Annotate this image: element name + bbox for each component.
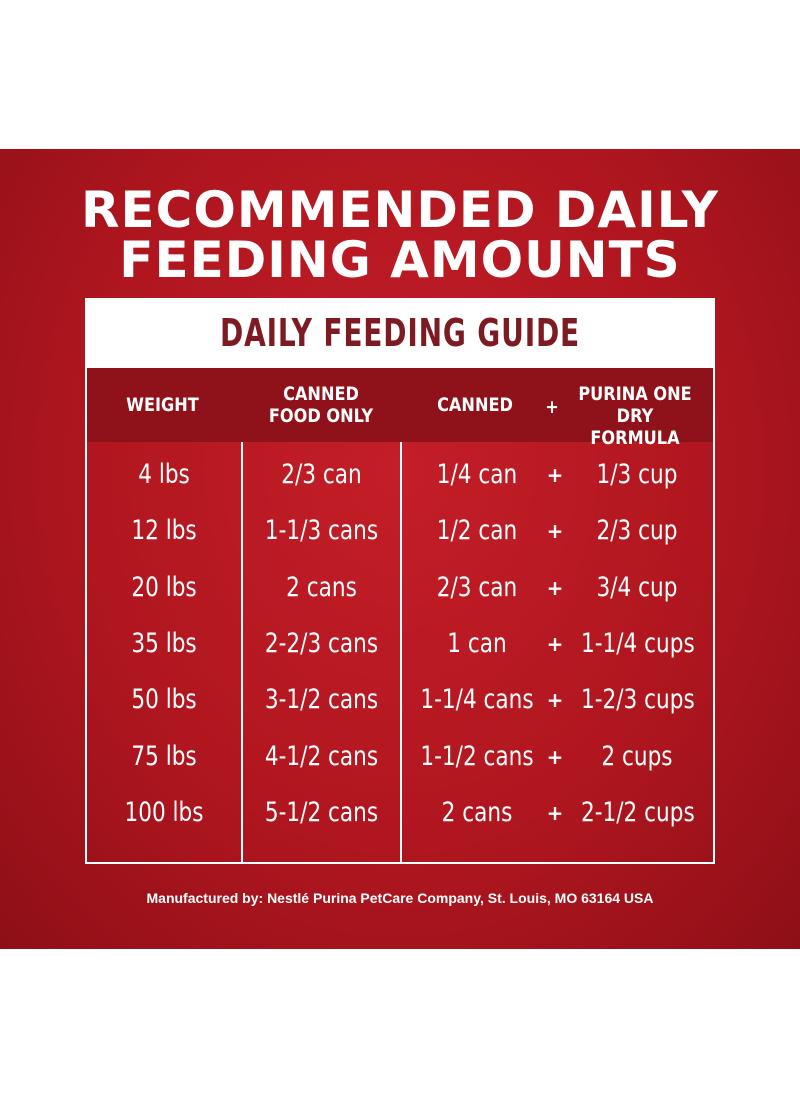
cell-plus: + xyxy=(546,631,564,656)
cell-plus: + xyxy=(546,800,564,825)
guide-title-box: DAILY FEEDING GUIDE xyxy=(85,298,715,368)
cell-weight: 75 lbs xyxy=(131,740,197,772)
header-dry-formula: PURINA ONE DRY FORMULA xyxy=(571,383,699,449)
header-canned-only-line2: FOOD ONLY xyxy=(268,405,374,427)
cell-dry-formula: 1/3 cup xyxy=(596,459,678,490)
cell-dry-formula: 1-2/3 cups xyxy=(581,684,695,716)
cell-canned-only: 4-1/2 cans xyxy=(264,740,379,772)
header-plus: + xyxy=(545,396,559,418)
cell-canned: 1-1/4 cans xyxy=(420,684,534,716)
cell-plus: + xyxy=(546,688,564,713)
cell-weight: 20 lbs xyxy=(131,571,197,603)
cell-dry-formula: 2/3 cup xyxy=(596,515,678,547)
cell-canned-only: 1-1/3 cans xyxy=(264,515,379,547)
cell-canned: 1/2 can xyxy=(436,515,518,547)
cell-weight: 35 lbs xyxy=(131,627,197,659)
cell-dry-formula: 2-1/2 cups xyxy=(581,796,695,828)
header-weight: WEIGHT xyxy=(126,394,199,416)
cell-canned: 1 can xyxy=(447,627,507,659)
cell-weight: 50 lbs xyxy=(131,684,197,716)
cell-canned-only: 2/3 can xyxy=(281,459,362,490)
manufacturer-note: Manufactured by: Nestlé Purina PetCare C… xyxy=(146,890,654,906)
cell-plus: + xyxy=(546,519,564,544)
header-canned: CANNED xyxy=(437,394,513,416)
header-canned-only-line1: CANNED xyxy=(283,383,359,405)
column-divider-1 xyxy=(241,442,243,864)
cell-canned-only: 3-1/2 cans xyxy=(264,684,379,716)
cell-canned: 1-1/2 cans xyxy=(420,740,534,772)
cell-weight: 12 lbs xyxy=(131,515,197,547)
cell-plus: + xyxy=(546,463,564,487)
headline-line-1: RECOMMENDED DAILY xyxy=(80,181,720,239)
cell-dry-formula: 1-1/4 cups xyxy=(581,627,695,659)
header-dry-line2: DRY FORMULA xyxy=(590,405,680,449)
cell-weight: 100 lbs xyxy=(124,796,204,828)
cell-plus: + xyxy=(546,575,564,600)
cell-canned: 2 cans xyxy=(441,796,513,828)
cell-canned: 1/4 can xyxy=(436,459,518,490)
column-divider-2 xyxy=(400,442,402,864)
cell-dry-formula: 2 cups xyxy=(601,740,673,772)
headline-line-2: FEEDING AMOUNTS xyxy=(119,231,681,289)
cell-canned-only: 2-2/3 cans xyxy=(264,627,379,659)
cell-plus: + xyxy=(546,744,564,769)
cell-canned: 2/3 can xyxy=(436,571,518,603)
header-dry-line1: PURINA ONE xyxy=(578,383,692,405)
header-canned-only: CANNED FOOD ONLY xyxy=(254,383,388,427)
cell-dry-formula: 3/4 cup xyxy=(596,571,678,603)
cell-weight: 4 lbs xyxy=(138,459,190,490)
guide-title: DAILY FEEDING GUIDE xyxy=(219,311,581,355)
table-header-row: WEIGHT CANNED FOOD ONLY CANNED + PURINA … xyxy=(85,368,715,449)
feeding-panel: RECOMMENDED DAILY FEEDING AMOUNTS DAILY … xyxy=(0,149,800,949)
cell-canned-only: 2 cans xyxy=(286,571,357,603)
cell-canned-only: 5-1/2 cans xyxy=(264,796,379,828)
